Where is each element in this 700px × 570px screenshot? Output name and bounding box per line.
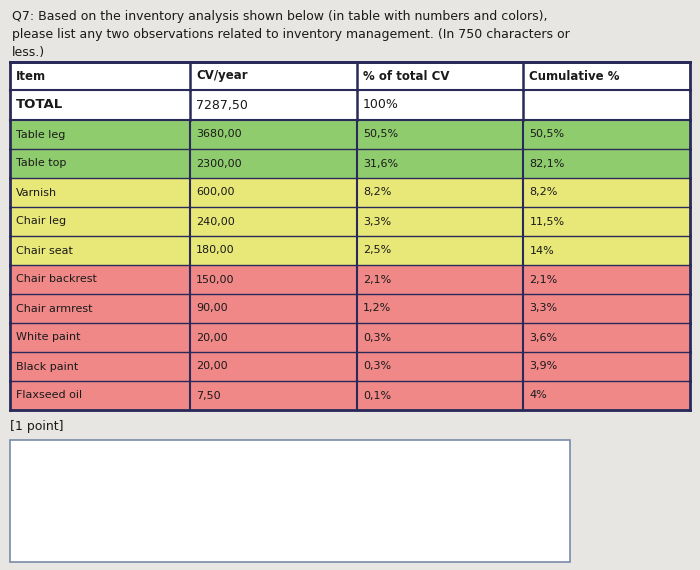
Text: Chair seat: Chair seat bbox=[16, 246, 73, 255]
Text: 3,3%: 3,3% bbox=[363, 217, 391, 226]
Bar bbox=[10, 352, 690, 381]
Text: Q7: Based on the inventory analysis shown below (in table with numbers and color: Q7: Based on the inventory analysis show… bbox=[12, 10, 547, 23]
Text: 8,2%: 8,2% bbox=[363, 188, 391, 197]
Text: [1 point]: [1 point] bbox=[10, 420, 64, 433]
Text: 180,00: 180,00 bbox=[196, 246, 235, 255]
Text: 20,00: 20,00 bbox=[196, 361, 228, 372]
Text: 2300,00: 2300,00 bbox=[196, 158, 242, 169]
Text: 3680,00: 3680,00 bbox=[196, 129, 242, 140]
Text: 150,00: 150,00 bbox=[196, 275, 235, 284]
Bar bbox=[10, 90, 690, 120]
Bar bbox=[10, 149, 690, 178]
Text: 7287,50: 7287,50 bbox=[196, 99, 248, 112]
Text: 1,2%: 1,2% bbox=[363, 303, 391, 314]
Text: 600,00: 600,00 bbox=[196, 188, 235, 197]
Text: 3,3%: 3,3% bbox=[529, 303, 557, 314]
Text: Chair armrest: Chair armrest bbox=[16, 303, 92, 314]
Text: Cumulative %: Cumulative % bbox=[529, 70, 620, 83]
Text: 0,3%: 0,3% bbox=[363, 332, 391, 343]
Text: 7,50: 7,50 bbox=[196, 390, 220, 401]
Text: 90,00: 90,00 bbox=[196, 303, 228, 314]
Text: 2,5%: 2,5% bbox=[363, 246, 391, 255]
Text: 20,00: 20,00 bbox=[196, 332, 228, 343]
Text: 2,1%: 2,1% bbox=[363, 275, 391, 284]
Text: Flaxseed oil: Flaxseed oil bbox=[16, 390, 82, 401]
Text: 0,1%: 0,1% bbox=[363, 390, 391, 401]
Text: 0,3%: 0,3% bbox=[363, 361, 391, 372]
Bar bbox=[10, 440, 570, 562]
Text: less.): less.) bbox=[12, 46, 45, 59]
Text: 4%: 4% bbox=[529, 390, 547, 401]
Bar bbox=[10, 62, 690, 90]
Text: Chair leg: Chair leg bbox=[16, 217, 66, 226]
Text: Varnish: Varnish bbox=[16, 188, 57, 197]
Text: 82,1%: 82,1% bbox=[529, 158, 565, 169]
Bar bbox=[10, 381, 690, 410]
Text: Table leg: Table leg bbox=[16, 129, 65, 140]
Bar bbox=[10, 323, 690, 352]
Bar bbox=[10, 440, 570, 562]
Bar bbox=[10, 207, 690, 236]
Text: TOTAL: TOTAL bbox=[16, 99, 63, 112]
Text: Black paint: Black paint bbox=[16, 361, 78, 372]
Text: 11,5%: 11,5% bbox=[529, 217, 564, 226]
Text: Table top: Table top bbox=[16, 158, 66, 169]
Text: 2,1%: 2,1% bbox=[529, 275, 558, 284]
Text: please list any two observations related to inventory management. (In 750 charac: please list any two observations related… bbox=[12, 28, 570, 41]
Text: 3,6%: 3,6% bbox=[529, 332, 557, 343]
Text: 8,2%: 8,2% bbox=[529, 188, 558, 197]
Text: 50,5%: 50,5% bbox=[529, 129, 564, 140]
Text: Item: Item bbox=[16, 70, 46, 83]
Bar bbox=[10, 265, 690, 294]
Text: 240,00: 240,00 bbox=[196, 217, 235, 226]
Text: 100%: 100% bbox=[363, 99, 399, 112]
Text: % of total CV: % of total CV bbox=[363, 70, 449, 83]
Text: 3,9%: 3,9% bbox=[529, 361, 558, 372]
Text: White paint: White paint bbox=[16, 332, 80, 343]
Bar bbox=[10, 178, 690, 207]
Text: 31,6%: 31,6% bbox=[363, 158, 398, 169]
Bar bbox=[10, 120, 690, 149]
Text: 50,5%: 50,5% bbox=[363, 129, 398, 140]
Bar bbox=[10, 294, 690, 323]
Bar bbox=[10, 236, 690, 265]
Text: Chair backrest: Chair backrest bbox=[16, 275, 97, 284]
Text: 14%: 14% bbox=[529, 246, 554, 255]
Text: CV/year: CV/year bbox=[196, 70, 248, 83]
